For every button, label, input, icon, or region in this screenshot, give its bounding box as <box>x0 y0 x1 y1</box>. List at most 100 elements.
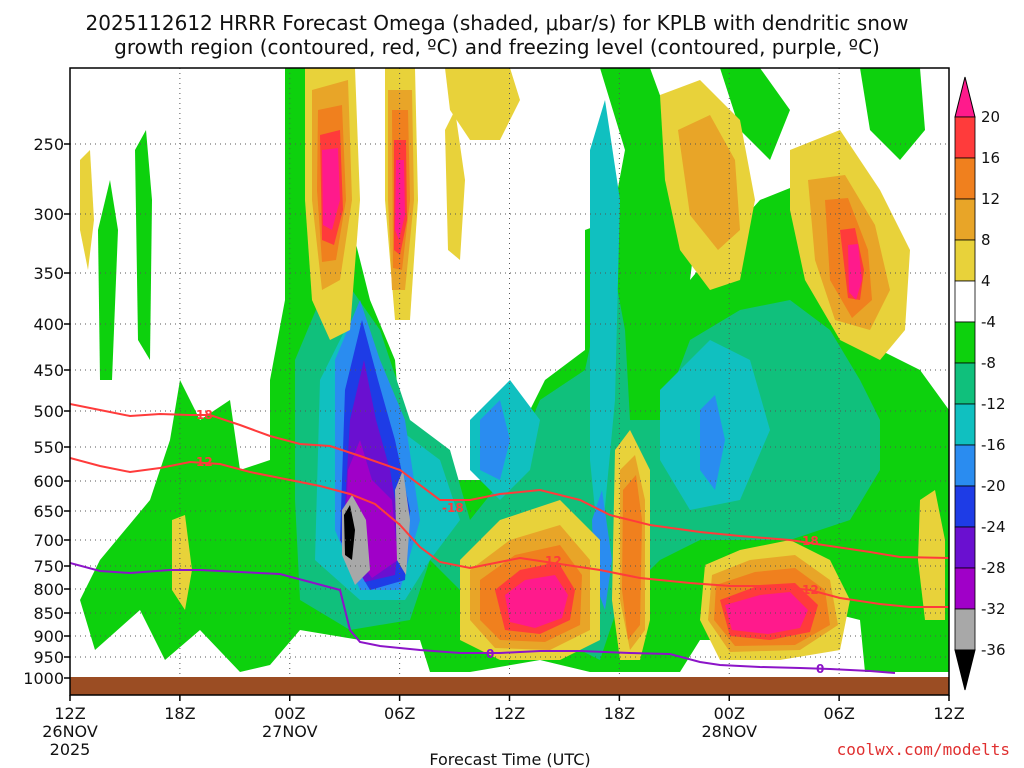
colorbar-tick-label: -28 <box>981 559 1006 577</box>
y-axis: 250 300 350 400 450 500 550 600 650 700 750 800 850 9… <box>23 135 70 688</box>
x-tick-label: 18Z <box>604 704 635 723</box>
colorbar-swatch <box>954 485 976 528</box>
colorbar-swatch <box>954 444 976 487</box>
omega-region-magenta <box>395 160 405 240</box>
colorbar-swatch <box>954 116 976 159</box>
colorbar-swatch <box>954 362 976 405</box>
colorbar-tick-label: 20 <box>981 108 1000 126</box>
y-tick-label: 400 <box>33 315 64 334</box>
contour-label: 18 <box>802 534 819 548</box>
colorbar-tick-label: -12 <box>981 395 1006 413</box>
colorbar-swatch-top <box>954 76 976 118</box>
x-tick-date-label: 27NOV <box>262 722 318 741</box>
colorbar-tick-label: 16 <box>981 149 1000 167</box>
colorbar-swatch <box>954 403 976 446</box>
colorbar-swatch <box>954 321 976 364</box>
colorbar-tick-label: -20 <box>981 477 1006 495</box>
omega-region-gold <box>678 115 740 250</box>
contour-labels: 18 12 -18 12 18 12 0 0 <box>196 408 824 676</box>
omega-region-blue <box>700 395 725 490</box>
y-tick-label: 350 <box>33 264 64 283</box>
y-tick-label: 500 <box>33 402 64 421</box>
y-tick-label: 1000 <box>23 669 64 688</box>
colorbar-tick-label: -32 <box>981 600 1006 618</box>
source-credit: coolwx.com/modelts <box>837 740 1010 759</box>
colorbar-tick-label: -36 <box>981 641 1006 659</box>
x-tick-label: 06Z <box>823 704 854 723</box>
omega-region-magenta <box>322 148 340 230</box>
omega-region-black <box>344 505 355 560</box>
contour-label: 12 <box>545 554 562 568</box>
colorbar-tick-label: -8 <box>981 354 996 372</box>
colorbar-swatch-bottom <box>954 649 976 691</box>
x-tick-label: 00Z <box>714 704 745 723</box>
contour-label: 12 <box>802 583 819 597</box>
y-tick-label: 600 <box>33 472 64 491</box>
x-tick-label: 00Z <box>274 704 305 723</box>
contour-minus12 <box>70 457 949 608</box>
dgz-contours <box>70 403 949 608</box>
omega-region-yellow <box>918 490 945 620</box>
y-tick-label: 450 <box>33 361 64 380</box>
y-tick-label: 900 <box>33 627 64 646</box>
x-tick-year-label: 2025 <box>50 740 91 759</box>
contour-label: 18 <box>196 408 213 422</box>
omega-region-cyan <box>590 100 620 560</box>
omega-region-yellow <box>445 110 465 260</box>
y-tick-label: 750 <box>33 557 64 576</box>
y-tick-label: 250 <box>33 135 64 154</box>
colorbar-tick-label: 8 <box>981 231 991 249</box>
x-tick-label: 12Z <box>54 704 85 723</box>
y-tick-label: 800 <box>33 580 64 599</box>
omega-region-orange <box>622 475 642 640</box>
chart-title-line-1: 2025112612 HRRR Forecast Omega (shaded, … <box>86 11 909 35</box>
colorbar-tick-label: 4 <box>981 272 991 290</box>
colorbar-tick-label: 12 <box>981 190 1000 208</box>
colorbar-swatch <box>954 157 976 200</box>
colorbar: 20 16 12 8 4 -4 -8 -12 -16 -20 -24 -28 -32 -36 <box>954 76 1006 691</box>
contour-label: 0 <box>486 647 494 661</box>
omega-region-yellow <box>172 515 192 610</box>
omega-region-yellow <box>445 68 520 140</box>
y-tick-label: 650 <box>33 502 64 521</box>
omega-region-gray <box>395 470 410 575</box>
omega-region-yellow <box>80 150 94 270</box>
omega-region-magenta <box>848 244 862 300</box>
omega-region-green <box>860 68 925 160</box>
colorbar-swatch <box>954 198 976 241</box>
contour-label: 0 <box>816 662 824 676</box>
x-tick-label: 18Z <box>164 704 195 723</box>
y-tick-label: 550 <box>33 438 64 457</box>
y-tick-label: 850 <box>33 604 64 623</box>
x-tick-label: 12Z <box>494 704 525 723</box>
colorbar-tick-label: -24 <box>981 518 1006 536</box>
x-tick-date-label: 28NOV <box>701 722 757 741</box>
omega-region-green <box>98 180 118 380</box>
colorbar-swatch <box>954 526 976 569</box>
omega-region-green <box>135 130 152 360</box>
chart-title-line-2: growth region (contoured, red, ºC) and f… <box>114 35 880 59</box>
contour-minus18 <box>70 403 949 559</box>
colorbar-swatch <box>954 567 976 610</box>
omega-region-blue <box>480 400 510 480</box>
omega-region-magenta <box>505 575 568 628</box>
ground-surface <box>70 677 949 695</box>
y-tick-label: 700 <box>33 531 64 550</box>
x-tick-date-label: 26NOV <box>42 722 98 741</box>
colorbar-tick-label: -16 <box>981 436 1006 454</box>
x-axis-title: Forecast Time (UTC) <box>429 750 590 768</box>
contour-label: -18 <box>442 501 464 515</box>
colorbar-swatch <box>954 239 976 282</box>
colorbar-swatch <box>954 280 976 323</box>
omega-shaded-field <box>80 68 949 672</box>
colorbar-swatch <box>954 608 976 651</box>
x-tick-label: 12Z <box>933 704 964 723</box>
x-tick-label: 06Z <box>384 704 415 723</box>
y-tick-label: 950 <box>33 648 64 667</box>
omega-region-magenta <box>725 592 808 634</box>
omega-region-green <box>720 68 790 160</box>
y-tick-label: 300 <box>33 205 64 224</box>
contour-label: 12 <box>196 455 213 469</box>
